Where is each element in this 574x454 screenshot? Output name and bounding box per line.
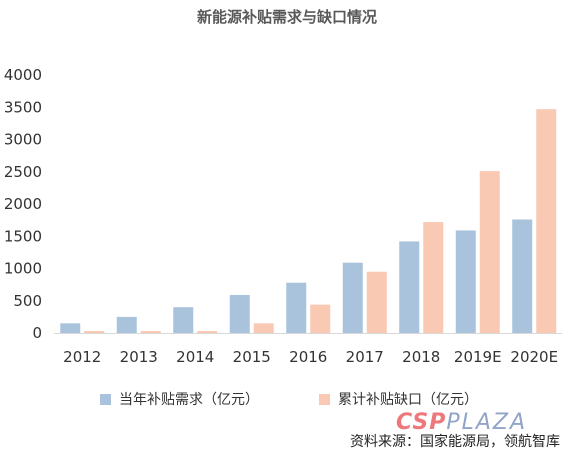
bar-annual-demand	[286, 282, 307, 333]
x-tick-label: 2013	[120, 348, 158, 366]
x-tick-label: 2019E	[454, 348, 502, 366]
y-tick-label: 2000	[4, 195, 42, 213]
csp-plaza-logo: CSPPLAZA	[396, 410, 528, 435]
x-tick-label: 2012	[63, 348, 101, 366]
bar-cumulative-gap	[140, 331, 161, 333]
y-tick-label: 500	[13, 292, 42, 310]
bar-annual-demand	[60, 323, 81, 333]
legend-label-gap: 累计补贴缺口（亿元）	[338, 392, 478, 408]
x-tick-label: 2018	[402, 348, 440, 366]
bar-annual-demand	[229, 294, 250, 333]
bar-annual-demand	[512, 219, 533, 333]
bar-cumulative-gap	[253, 323, 274, 333]
bar-cumulative-gap	[536, 109, 557, 333]
y-tick-label: 3500	[4, 98, 42, 116]
bar-cumulative-gap	[84, 331, 105, 333]
x-tick-label: 2017	[346, 348, 384, 366]
x-tick-label: 2014	[176, 348, 214, 366]
source-note: 资料来源：国家能源局，领航智库	[350, 434, 560, 450]
bar-annual-demand	[116, 316, 137, 333]
x-tick-label: 2015	[233, 348, 271, 366]
bar-cumulative-gap	[479, 171, 500, 333]
y-tick-label: 3000	[4, 131, 42, 149]
legend-swatch-gap	[319, 393, 330, 405]
legend-item-gap: 累计补贴缺口（亿元）	[319, 389, 478, 409]
chart-title: 新能源补贴需求与缺口情况	[196, 8, 377, 26]
y-tick-label: 1000	[4, 260, 42, 278]
legend-swatch-demand	[100, 393, 111, 405]
x-tick-label: 2020E	[510, 348, 558, 366]
bar-cumulative-gap	[310, 304, 331, 333]
bar-cumulative-gap	[366, 271, 387, 333]
y-tick-label: 0	[32, 324, 42, 342]
legend-label-demand: 当年补贴需求（亿元）	[119, 392, 259, 408]
bar-annual-demand	[342, 262, 363, 333]
y-tick-label: 1500	[4, 227, 42, 245]
bar-annual-demand	[455, 230, 476, 333]
bar-annual-demand	[399, 241, 420, 333]
bar-annual-demand	[173, 307, 194, 333]
legend-item-demand: 当年补贴需求（亿元）	[100, 389, 259, 409]
x-tick-label: 2016	[289, 348, 327, 366]
legend: 当年补贴需求（亿元） 累计补贴缺口（亿元）	[100, 389, 478, 409]
y-tick-label: 2500	[4, 163, 42, 181]
bar-cumulative-gap	[197, 331, 218, 333]
bar-cumulative-gap	[423, 222, 444, 333]
y-tick-label: 4000	[4, 66, 42, 84]
